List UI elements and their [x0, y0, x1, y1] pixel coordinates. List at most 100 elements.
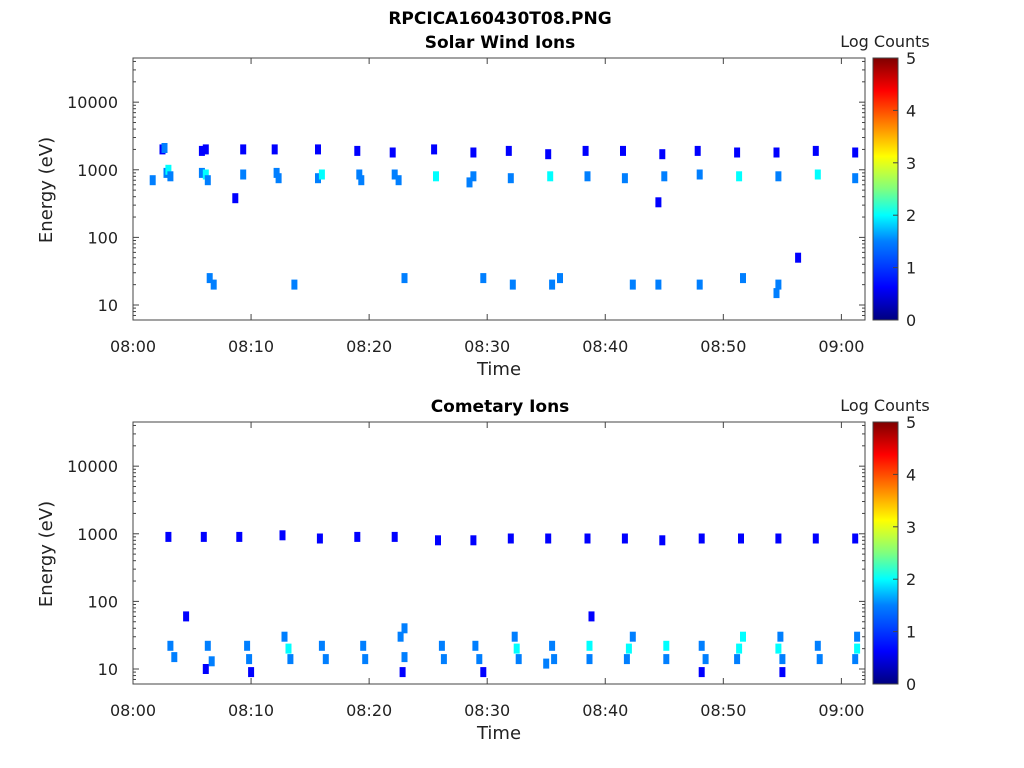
- data-cell: [621, 533, 628, 544]
- data-cell: [356, 169, 363, 180]
- data-cell: [551, 654, 558, 665]
- data-cell: [777, 631, 784, 642]
- data-cell: [171, 652, 178, 663]
- data-cell: [625, 643, 632, 654]
- colorbar-tick-label: 0: [906, 311, 916, 330]
- data-cell: [362, 654, 369, 665]
- colorbar-label: Log Counts: [840, 396, 930, 415]
- data-cell: [736, 643, 743, 654]
- colorbar-tick-label: 2: [906, 570, 916, 589]
- data-cell: [586, 640, 593, 651]
- colorbar-ticks: 0 1 2 3 4 5: [893, 49, 916, 330]
- data-cell: [547, 171, 554, 182]
- data-cell: [395, 175, 402, 186]
- data-cell: [198, 145, 205, 156]
- data-cell: [505, 145, 512, 156]
- data-cell: [549, 279, 556, 290]
- data-cell: [183, 611, 190, 622]
- data-cell: [202, 169, 209, 180]
- data-cell: [854, 643, 861, 654]
- data-cell: [509, 279, 516, 290]
- data-cell: [433, 171, 439, 182]
- data-cell: [588, 611, 595, 622]
- data-cell: [623, 654, 630, 665]
- x-tick-label: 08:30: [464, 337, 510, 356]
- data-cell: [663, 654, 670, 665]
- data-cell: [584, 171, 591, 182]
- colorbar-tick-label: 3: [906, 154, 916, 173]
- data-cell: [470, 171, 477, 182]
- data-cell: [775, 279, 782, 290]
- data-cell: [740, 273, 746, 284]
- data-cell: [852, 147, 859, 158]
- data-cell: [354, 531, 361, 542]
- panel-title: Cometary Ions: [431, 397, 570, 417]
- data-cell: [812, 145, 819, 156]
- data-cell: [315, 144, 321, 155]
- colorbar: [872, 57, 899, 321]
- data-cell: [165, 164, 172, 175]
- data-cell: [852, 173, 859, 184]
- data-cell: [204, 175, 211, 186]
- data-cell: [582, 145, 589, 156]
- data-cell: [507, 173, 514, 184]
- x-axis-label: Time: [476, 359, 521, 380]
- data-cell: [358, 175, 365, 186]
- data-cell: [315, 173, 321, 184]
- data-cell: [354, 145, 361, 156]
- x-tick-label: 08:30: [464, 701, 510, 720]
- data-cell: [586, 654, 593, 665]
- data-cell: [165, 531, 172, 542]
- data-cell: [620, 145, 626, 156]
- x-tick-label: 08:00: [110, 701, 156, 720]
- data-cell: [513, 643, 520, 654]
- data-cell: [472, 640, 479, 651]
- data-cell: [318, 640, 325, 651]
- data-cell: [360, 640, 367, 651]
- x-tick-label: 08:10: [228, 337, 274, 356]
- data-cell: [852, 654, 859, 665]
- data-cell: [545, 149, 552, 160]
- data-cell: [655, 279, 662, 290]
- data-cell: [629, 279, 636, 290]
- data-cell: [698, 667, 705, 678]
- data-cell: [322, 654, 329, 665]
- colorbar-tick-label: 0: [906, 675, 916, 694]
- data-cell: [244, 640, 251, 651]
- data-cell: [287, 654, 294, 665]
- data-cell: [389, 147, 396, 158]
- y-axis-label: Energy (eV): [36, 137, 57, 243]
- spectrogram-cells: [165, 530, 861, 678]
- data-cell: [661, 171, 668, 182]
- data-cell: [206, 273, 213, 284]
- data-cell: [273, 167, 280, 178]
- data-cell: [736, 171, 743, 182]
- x-axis-label: Time: [476, 723, 521, 744]
- colorbar-ticks: 0 1 2 3 4 5: [893, 413, 916, 694]
- data-cell: [775, 643, 782, 654]
- data-cell: [816, 654, 823, 665]
- data-cell: [291, 279, 298, 290]
- data-cell: [773, 288, 780, 299]
- data-cell: [734, 147, 741, 158]
- data-cell: [149, 175, 156, 186]
- data-cell: [208, 656, 215, 667]
- data-cell: [852, 533, 859, 544]
- x-tick-label: 08:50: [700, 701, 746, 720]
- data-cell: [545, 533, 552, 544]
- data-cell: [694, 145, 701, 156]
- y-tick-label: 100: [87, 592, 118, 611]
- data-cell: [775, 171, 782, 182]
- y-tick-label: 100: [87, 228, 118, 247]
- data-cell: [795, 252, 802, 263]
- data-cell: [734, 654, 741, 665]
- x-tick-label: 08:10: [228, 701, 274, 720]
- data-cell: [316, 533, 323, 544]
- data-cell: [204, 640, 211, 651]
- data-cell: [507, 533, 514, 544]
- data-cell: [210, 279, 217, 290]
- data-cell: [391, 169, 398, 180]
- data-cell: [401, 652, 408, 663]
- data-cell: [440, 654, 447, 665]
